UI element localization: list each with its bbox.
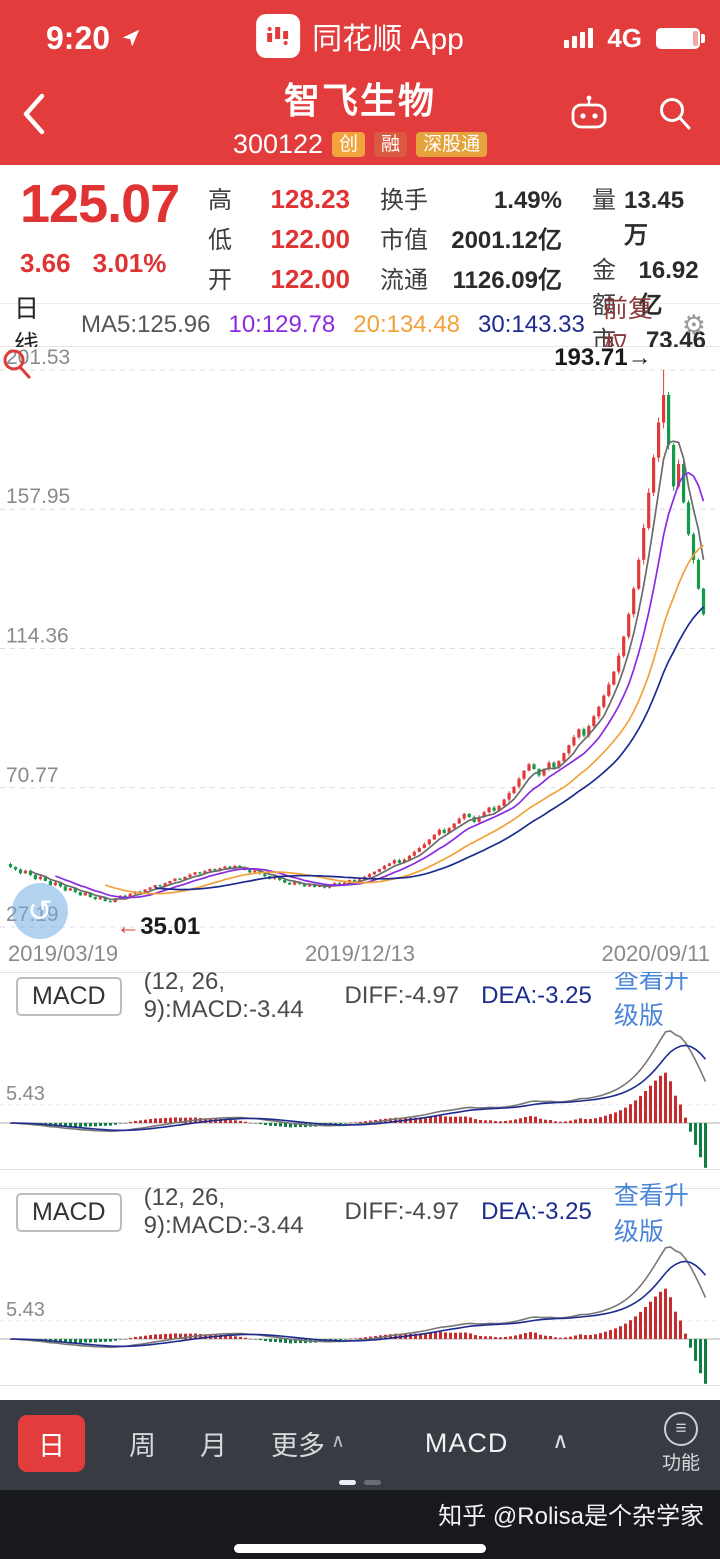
adjust-mode-button[interactable]: 前复权 ⚙ bbox=[603, 289, 706, 361]
stat-low: 低 122.00 bbox=[208, 224, 350, 254]
upgrade-link[interactable]: 查看升级版 bbox=[613, 1182, 689, 1246]
status-right: 4G bbox=[564, 22, 705, 54]
network-type: 4G bbox=[607, 22, 642, 53]
macd-value-label: (12, 26, 9):MACD:-3.44 bbox=[143, 968, 304, 1023]
app-name-label: 同花顺 App bbox=[312, 23, 464, 56]
stat-high: 高 128.23 bbox=[208, 184, 350, 214]
market-stats: 换手 1.49% 市值 2001.12亿 流通 1126.09亿 bbox=[380, 177, 562, 303]
magnifier-tool-icon[interactable] bbox=[0, 347, 34, 381]
header-actions bbox=[566, 94, 694, 134]
period-month-button[interactable]: 月 bbox=[200, 1424, 227, 1463]
price-change-row: 3.66 3.01% bbox=[20, 248, 208, 279]
menu-circle-icon: ≡ bbox=[663, 1411, 698, 1446]
ma5-value: MA5:125.96 bbox=[81, 311, 211, 338]
stat-turnover: 换手 1.49% bbox=[380, 187, 562, 214]
clock: 9:20 bbox=[46, 19, 111, 56]
change-amount: 3.66 bbox=[20, 248, 71, 279]
more-periods-button[interactable]: 更多 ∧ bbox=[271, 1424, 345, 1463]
watermark-text: 知乎 @Rolisa是个杂学家 bbox=[438, 1503, 704, 1530]
change-percent: 3.01% bbox=[92, 248, 167, 279]
kline-canvas[interactable]: 201.53157.95114.3670.7727.192019/03/1920… bbox=[0, 347, 720, 972]
zoom-reset-button[interactable]: ↺ bbox=[12, 883, 68, 939]
macd-indicator-button[interactable]: MACD bbox=[16, 1192, 122, 1232]
functions-button[interactable]: ≡ 功能 bbox=[661, 1411, 700, 1475]
back-button[interactable] bbox=[16, 86, 64, 142]
ths-app-logo-icon bbox=[256, 14, 301, 58]
dea-value-label: DEA:-3.25 bbox=[481, 982, 592, 1009]
macd-chart[interactable]: 5.43 bbox=[0, 1235, 720, 1385]
svg-text:157.95: 157.95 bbox=[6, 485, 70, 508]
diff-value-label: DIFF:-4.97 bbox=[344, 1198, 460, 1225]
diff-value-label: DIFF:-4.97 bbox=[344, 982, 460, 1009]
panel-gap bbox=[0, 1170, 720, 1188]
stat-market-cap: 市值 2001.12亿 bbox=[380, 227, 562, 254]
location-services-icon bbox=[122, 29, 140, 47]
panel-gap bbox=[0, 1386, 720, 1400]
page-indicator bbox=[0, 1474, 720, 1490]
badge-margin: 融 bbox=[374, 132, 408, 157]
macd-indicator-button[interactable]: MACD bbox=[16, 976, 122, 1016]
cellular-signal-icon bbox=[564, 28, 594, 48]
macd-panel-2: MACD (12, 26, 9):MACD:-3.44 DIFF:-4.97 D… bbox=[0, 1182, 720, 1386]
ai-assistant-robot-icon[interactable] bbox=[566, 94, 612, 134]
dea-value-label: DEA:-3.25 bbox=[481, 1198, 592, 1225]
quote-panel: 125.07 3.66 3.01% 高 128.23 低 122.00 开 122.0… bbox=[0, 165, 720, 389]
chevron-up-icon: ∧ bbox=[331, 1430, 345, 1452]
period-week-button[interactable]: 周 bbox=[129, 1424, 156, 1463]
stock-code-row: 300122 创 融 深股通 bbox=[0, 129, 720, 160]
ohl-stats: 高 128.23 低 122.00 开 122.00 bbox=[208, 177, 350, 303]
settings-gear-icon[interactable]: ⚙ bbox=[681, 309, 706, 340]
period-label[interactable]: 日线 bbox=[14, 295, 40, 359]
candles-glyph-icon bbox=[267, 27, 289, 45]
badge-sz-connect: 深股通 bbox=[416, 132, 488, 157]
kline-chart[interactable]: 201.53157.95114.3670.7727.192019/03/1920… bbox=[0, 347, 720, 972]
period-day-button[interactable]: 日 bbox=[18, 1414, 85, 1472]
status-bar: 9:20 同花顺 App 4G bbox=[0, 0, 720, 70]
macd-header: MACD (12, 26, 9):MACD:-3.44 DIFF:-4.97 D… bbox=[0, 966, 720, 1030]
battery-icon bbox=[656, 27, 705, 49]
svg-text:5.43: 5.43 bbox=[6, 1083, 45, 1105]
badge-chinext: 创 bbox=[332, 132, 366, 157]
stock-name-title: 智飞生物 bbox=[283, 80, 436, 121]
home-indicator[interactable] bbox=[234, 1544, 486, 1553]
stock-code: 300122 bbox=[232, 129, 324, 159]
svg-text:5.43: 5.43 bbox=[6, 1299, 45, 1321]
macd-chart[interactable]: 5.43 bbox=[0, 1019, 720, 1169]
search-icon[interactable] bbox=[656, 94, 694, 134]
more-label: 更多 bbox=[271, 1430, 325, 1461]
svg-text:2019/03/19: 2019/03/19 bbox=[8, 941, 118, 966]
kline-toolbar: 日线 MA5:125.96 10:129.78 20:134.48 30:143… bbox=[0, 295, 720, 359]
stat-open: 开 122.00 bbox=[208, 264, 350, 294]
stat-volume: 量 13.45万 bbox=[592, 187, 685, 249]
bottom-section: 日 周 月 更多 ∧ MACD ∧ ≡ 功能 知乎 @Rolisa是个杂学家 bbox=[0, 1400, 720, 1559]
bottom-toolbar: 日 周 月 更多 ∧ MACD ∧ ≡ 功能 bbox=[0, 1400, 720, 1474]
app-banner[interactable]: 同花顺 App bbox=[256, 14, 464, 58]
stat-float-cap: 流通 1126.09亿 bbox=[380, 267, 562, 294]
last-price: 125.07 bbox=[20, 174, 180, 234]
stat-amount: 金额 16.92亿 bbox=[592, 257, 699, 319]
ma30-value: 30:143.33 bbox=[478, 311, 585, 338]
back-chevron-icon bbox=[23, 93, 45, 135]
svg-text:2020/09/11: 2020/09/11 bbox=[602, 941, 710, 966]
footer: 知乎 @Rolisa是个杂学家 bbox=[0, 1490, 720, 1559]
macd-panel-1: MACD (12, 26, 9):MACD:-3.44 DIFF:-4.97 D… bbox=[0, 966, 720, 1170]
status-left: 9:20 bbox=[20, 20, 142, 57]
svg-text:114.36: 114.36 bbox=[6, 625, 69, 648]
macd-header: MACD (12, 26, 9):MACD:-3.44 DIFF:-4.97 D… bbox=[0, 1182, 720, 1246]
macd-value-label: (12, 26, 9):MACD:-3.44 bbox=[143, 1184, 304, 1239]
svg-text:193.71→: 193.71→ bbox=[554, 347, 651, 371]
title-bar: 智飞生物 300122 创 融 深股通 bbox=[0, 70, 720, 165]
indicator-chevron-up-icon[interactable]: ∧ bbox=[552, 1428, 569, 1453]
functions-label: 功能 bbox=[661, 1452, 700, 1474]
svg-text:←35.01: ←35.01 bbox=[116, 913, 200, 940]
svg-text:2019/12/13: 2019/12/13 bbox=[305, 941, 415, 966]
ma10-value: 10:129.78 bbox=[228, 311, 336, 338]
svg-text:70.77: 70.77 bbox=[6, 764, 59, 787]
price-block[interactable]: 125.07 3.66 3.01% bbox=[20, 174, 208, 303]
indicator-selector-button[interactable]: MACD bbox=[424, 1427, 509, 1458]
ma20-value: 20:134.48 bbox=[353, 311, 461, 338]
